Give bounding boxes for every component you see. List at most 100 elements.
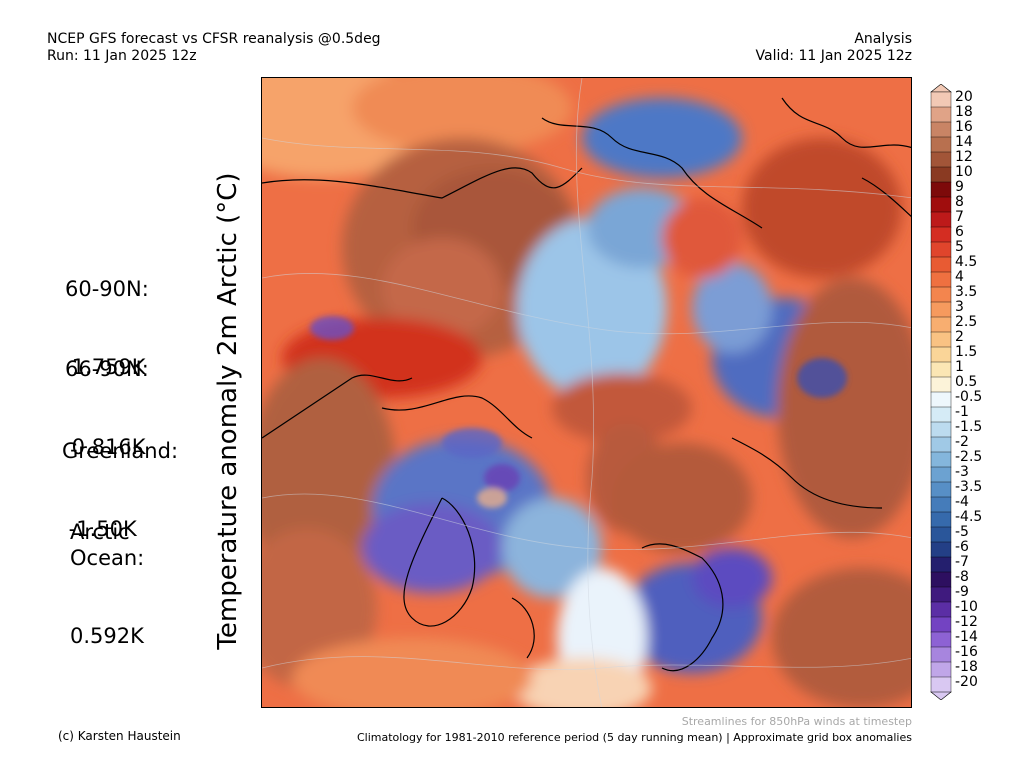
map-graphic (262, 78, 911, 707)
colorbar-tick-label: 9 (955, 179, 964, 195)
stat-label: Greenland: (62, 439, 179, 463)
colorbar-tick-label: 18 (955, 104, 973, 120)
colorbar-tick-label: -0.5 (955, 389, 983, 405)
streamlines-note: Streamlines for 850hPa winds at timestep (681, 715, 912, 728)
colorbar-swatch (930, 91, 952, 108)
colorbar-tick-label: -20 (955, 674, 978, 690)
colorbar-tick-label: -2 (955, 434, 969, 450)
colorbar-swatch (930, 631, 952, 648)
anomaly-map (261, 77, 912, 708)
colorbar-tick-label: -8 (955, 569, 969, 585)
colorbar-swatch (930, 646, 952, 663)
colorbar-tick-label: -5 (955, 524, 969, 540)
chart-title: NCEP GFS forecast vs CFSR reanalysis @0.… (47, 31, 381, 47)
colorbar-swatch (930, 511, 952, 528)
colorbar-tick-label: -1 (955, 404, 969, 420)
colorbar-swatch (930, 196, 952, 213)
colorbar-tick-label: -6 (955, 539, 969, 555)
colorbar-tick-label: -4.5 (955, 509, 983, 525)
anomaly-detail (310, 316, 847, 508)
colorbar-swatch (930, 661, 952, 678)
colorbar-tick-label: -18 (955, 659, 978, 675)
stat-arctic-ocean: Arctic Ocean: 0.592K (70, 467, 144, 675)
colorbar-tick-label: 3.5 (955, 284, 978, 300)
colorbar-swatch (930, 241, 952, 258)
colorbar-tick-label: 6 (955, 224, 964, 240)
colorbar-tick-label: 10 (955, 164, 973, 180)
analysis-label: Analysis (854, 31, 912, 47)
valid-time: Valid: 11 Jan 2025 12z (755, 48, 912, 64)
streamlines (262, 78, 911, 707)
colorbar-swatch (930, 496, 952, 513)
colorbar-swatch (930, 436, 952, 453)
colorbar-swatch (930, 616, 952, 633)
colorbar-tick-label: -3 (955, 464, 969, 480)
colorbar-swatch (930, 301, 952, 318)
colorbar-tick-label: -3.5 (955, 479, 983, 495)
colorbar-tick-label: 7 (955, 209, 964, 225)
colorbar-tick-label: 2.5 (955, 314, 978, 330)
colorbar-tick-label: -7 (955, 554, 969, 570)
colorbar-swatch (930, 601, 952, 618)
stat-greenland: Greenland: -1.50K (62, 386, 178, 568)
colorbar-tick-label: 16 (955, 119, 973, 135)
colorbar-tick-label: 3 (955, 299, 964, 315)
credit: (c) Karsten Haustein (58, 729, 181, 743)
colorbar-swatch (930, 331, 952, 348)
colorbar-tick-label: 2 (955, 329, 964, 345)
colorbar-tick-label: -9 (955, 584, 969, 600)
colorbar-tick-label: -1.5 (955, 419, 983, 435)
colorbar-swatch (930, 181, 952, 198)
colorbar-swatch (930, 226, 952, 243)
colorbar-swatch (930, 406, 952, 423)
colorbar (930, 84, 952, 700)
colorbar-swatch (930, 481, 952, 498)
colorbar-swatch (930, 286, 952, 303)
colorbar-swatch (930, 106, 952, 123)
colorbar-swatch (930, 451, 952, 468)
colorbar-tick-label: 20 (955, 89, 973, 105)
colorbar-swatch (930, 676, 952, 693)
colorbar-tick-label: 1.5 (955, 344, 978, 360)
colorbar-swatch (930, 166, 952, 183)
climatology-note: Climatology for 1981-2010 reference peri… (356, 731, 912, 744)
header-right: Analysis Valid: 11 Jan 2025 12z (756, 31, 912, 65)
stat-label: Arctic Ocean: (70, 520, 145, 570)
colorbar-tick-label: -14 (955, 629, 978, 645)
colorbar-swatch (930, 391, 952, 408)
stat-66-90n: 66-90N: 0.816K (65, 304, 149, 486)
colorbar-tick-label: 5 (955, 239, 964, 255)
colorbar-tick-label: -12 (955, 614, 978, 630)
colorbar-swatch (930, 346, 952, 363)
colorbar-tick-label: 14 (955, 134, 973, 150)
stat-60-90n: 60-90N: 1.759K (65, 224, 149, 406)
colorbar-swatch (930, 421, 952, 438)
colorbar-swatch (930, 556, 952, 573)
axis-title: Temperature anomaly 2m Arctic (°C) (213, 172, 243, 650)
colorbar-tick-label: -4 (955, 494, 969, 510)
colorbar-tick-label: -16 (955, 644, 978, 660)
header-left: NCEP GFS forecast vs CFSR reanalysis @0.… (47, 31, 381, 65)
stat-value: 1.759K (65, 355, 146, 379)
colorbar-tick-label: 12 (955, 149, 973, 165)
colorbar-swatch (930, 361, 952, 378)
stat-value: 0.816K (65, 435, 146, 459)
coastlines (262, 97, 911, 672)
colorbar-swatch (930, 571, 952, 588)
colorbar-top-arrow (930, 84, 952, 93)
colorbar-swatch (930, 541, 952, 558)
colorbar-tick-label: 0.5 (955, 374, 978, 390)
colorbar-swatch (930, 211, 952, 228)
colorbar-swatch (930, 271, 952, 288)
colorbar-swatch (930, 316, 952, 333)
colorbar-tick-label: 8 (955, 194, 964, 210)
colorbar-swatch (930, 136, 952, 153)
colorbar-swatch (930, 466, 952, 483)
colorbar-swatch (930, 526, 952, 543)
colorbar-swatch (930, 376, 952, 393)
stat-value: 0.592K (70, 624, 144, 648)
stat-value: -1.50K (62, 517, 137, 541)
colorbar-swatch (930, 151, 952, 168)
stat-label: 66-90N: (65, 357, 149, 381)
colorbar-swatch (930, 121, 952, 138)
